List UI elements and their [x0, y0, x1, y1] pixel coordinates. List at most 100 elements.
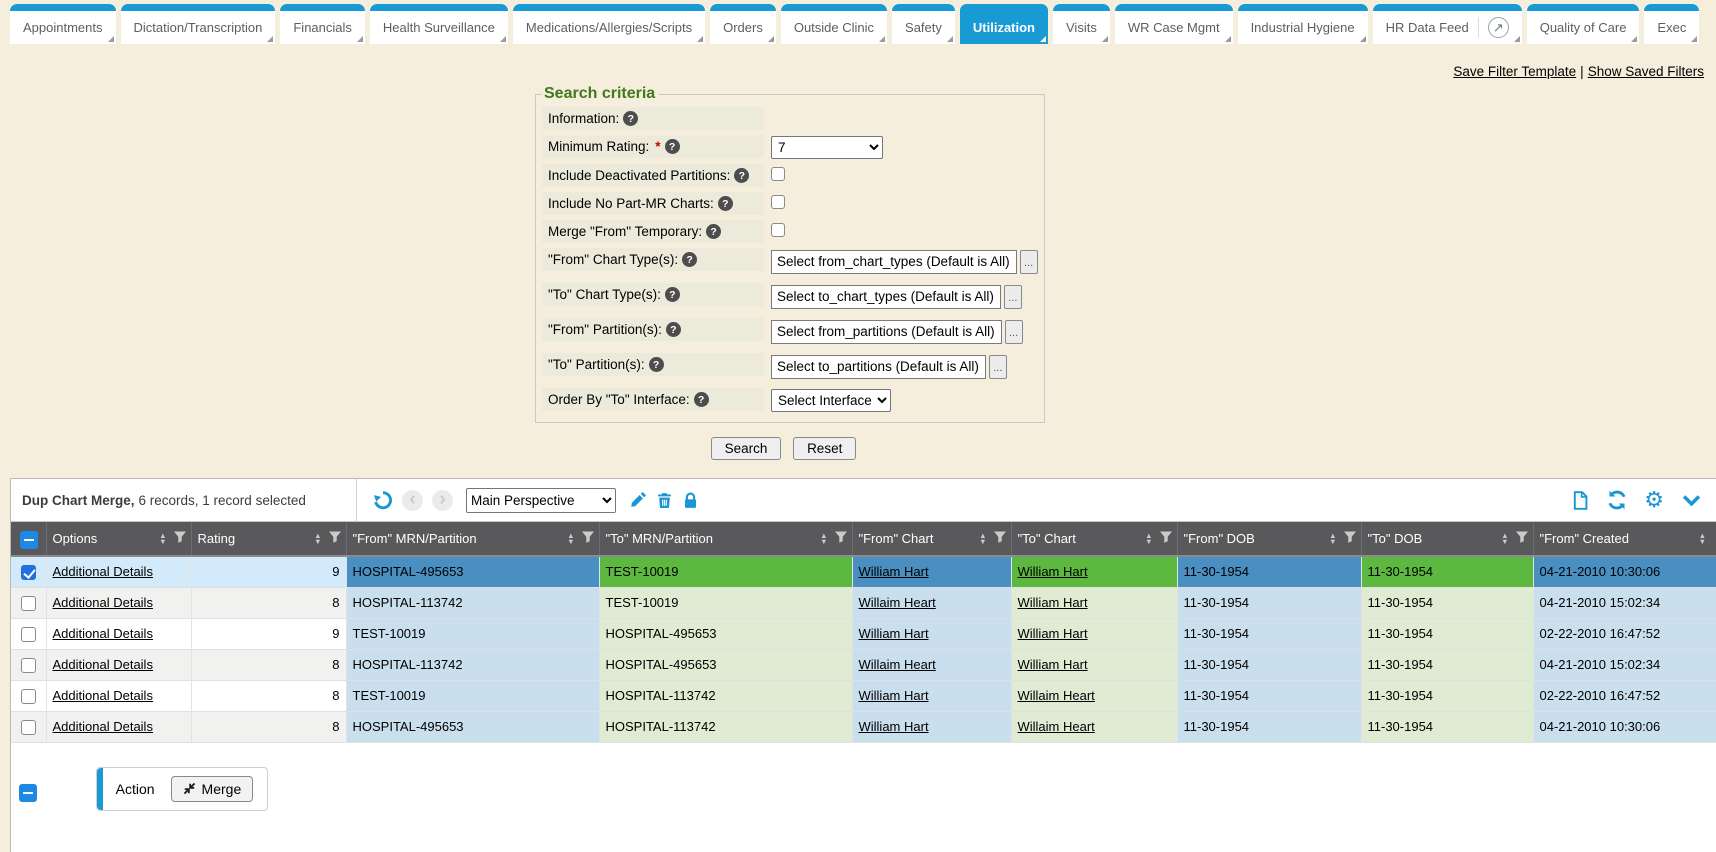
to_partitions-picker-value[interactable]: Select to_partitions (Default is All)	[771, 355, 986, 379]
order_by_to_interface-select[interactable]: Select Interface	[771, 389, 891, 412]
help-icon[interactable]: ?	[664, 139, 680, 154]
sort-icon[interactable]: ▲ ▼	[979, 530, 987, 546]
sort-icon[interactable]: ▲ ▼	[1501, 530, 1509, 546]
filter-funnel-icon[interactable]	[834, 531, 848, 547]
to_chart-link[interactable]: William Hart	[1017, 564, 1088, 580]
column-header-to_chart[interactable]: "To" Chart ▲ ▼	[1011, 522, 1178, 557]
tab-medications-allergies-scripts[interactable]: Medications/Allergies/Scripts	[512, 4, 706, 44]
sort-icon[interactable]: ▲ ▼	[567, 530, 575, 546]
filter-funnel-icon[interactable]	[1515, 531, 1529, 547]
from_partitions-picker-value[interactable]: Select from_partitions (Default is All)	[771, 320, 1002, 344]
filter-funnel-icon[interactable]	[1343, 531, 1357, 547]
column-header-from_mrn[interactable]: "From" MRN/Partition ▲ ▼	[346, 522, 600, 557]
tab-safety[interactable]: Safety	[892, 4, 955, 44]
additional-details-link[interactable]: Additional Details	[52, 688, 153, 703]
to_chart-link[interactable]: William Hart	[1017, 626, 1088, 641]
prev-page-icon[interactable]: ‹	[402, 489, 423, 511]
minimum_rating-select[interactable]: 7	[771, 136, 883, 159]
column-header-options[interactable]: Options ▲ ▼	[46, 522, 192, 557]
save-filter-template-link[interactable]: Save Filter Template	[1453, 64, 1577, 79]
to_chart-link[interactable]: Willaim Heart	[1017, 688, 1095, 703]
settings-gear-icon[interactable]: ⚙	[1644, 487, 1664, 512]
help-icon[interactable]: ?	[648, 357, 664, 372]
help-icon[interactable]: ?	[623, 111, 639, 126]
filter-funnel-icon[interactable]	[328, 531, 342, 547]
column-header-rating[interactable]: Rating ▲ ▼	[191, 522, 347, 557]
search-button[interactable]: Search	[710, 437, 782, 460]
additional-details-link[interactable]: Additional Details	[52, 595, 153, 610]
column-header-from_created[interactable]: "From" Created ▲ ▼	[1533, 522, 1716, 557]
tab-financials[interactable]: Financials	[280, 4, 365, 44]
to_chart-link[interactable]: Willaim Heart	[1017, 719, 1095, 734]
row-checkbox[interactable]	[20, 719, 36, 735]
filter-funnel-icon[interactable]	[581, 531, 595, 547]
to_chart_types-browse-button[interactable]: ...	[1003, 285, 1022, 309]
tab-hr-data-feed[interactable]: HR Data Feed ↗	[1372, 4, 1522, 44]
tab-outside-clinic[interactable]: Outside Clinic	[780, 4, 888, 44]
tab-dictation-transcription[interactable]: Dictation/Transcription	[120, 4, 276, 44]
help-icon[interactable]: ?	[665, 322, 681, 337]
from_chart-link[interactable]: William Hart	[858, 688, 929, 703]
from_partitions-browse-button[interactable]: ...	[1004, 320, 1023, 344]
lock-icon[interactable]	[682, 492, 699, 509]
from_chart-link[interactable]: William Hart	[858, 719, 929, 734]
collapse-chevron-icon[interactable]	[1681, 490, 1702, 511]
undo-icon[interactable]	[373, 490, 393, 510]
include_deactivated_partitions-checkbox[interactable]	[771, 167, 785, 181]
tab-wr-case-mgmt[interactable]: WR Case Mgmt	[1114, 4, 1233, 44]
tab-appointments[interactable]: Appointments	[10, 4, 116, 44]
sort-icon[interactable]: ▲ ▼	[820, 530, 828, 546]
to_partitions-browse-button[interactable]: ...	[988, 355, 1007, 379]
external-link-icon[interactable]: ↗	[1487, 17, 1509, 38]
new-document-icon[interactable]	[1571, 490, 1590, 510]
to_chart-link[interactable]: William Hart	[1017, 595, 1088, 610]
sort-icon[interactable]: ▲ ▼	[314, 530, 322, 546]
refresh-icon[interactable]	[1607, 490, 1627, 510]
row-checkbox[interactable]	[20, 595, 36, 611]
additional-details-link[interactable]: Additional Details	[52, 564, 153, 580]
filter-funnel-icon[interactable]	[173, 531, 187, 547]
edit-pencil-icon[interactable]	[629, 491, 647, 509]
to_chart-link[interactable]: William Hart	[1017, 657, 1088, 672]
tab-utilization[interactable]: Utilization	[959, 4, 1049, 44]
row-checkbox[interactable]	[20, 688, 36, 704]
include_no_part_mr_charts-checkbox[interactable]	[771, 195, 785, 209]
additional-details-link[interactable]: Additional Details	[52, 719, 153, 734]
help-icon[interactable]: ?	[682, 252, 698, 267]
row-checkbox[interactable]	[20, 626, 36, 642]
next-page-icon[interactable]: ›	[432, 489, 453, 511]
additional-details-link[interactable]: Additional Details	[52, 657, 153, 672]
collapse-selection-icon[interactable]	[19, 783, 37, 802]
help-icon[interactable]: ?	[717, 196, 733, 211]
from_chart_types-picker-value[interactable]: Select from_chart_types (Default is All)	[771, 250, 1017, 274]
perspective-select[interactable]: Main Perspective	[466, 487, 616, 513]
select-all-toggle[interactable]	[20, 530, 39, 549]
filter-funnel-icon[interactable]	[1159, 531, 1173, 547]
from_chart-link[interactable]: William Hart	[858, 626, 929, 641]
tab-exec[interactable]: Exec	[1644, 4, 1700, 44]
help-icon[interactable]: ?	[693, 392, 709, 407]
delete-trash-icon[interactable]	[656, 492, 673, 509]
sort-icon[interactable]: ▲ ▼	[159, 530, 167, 546]
column-header-from_chart[interactable]: "From" Chart ▲ ▼	[852, 522, 1012, 557]
from_chart-link[interactable]: Willaim Heart	[858, 657, 936, 672]
reset-button[interactable]: Reset	[793, 437, 857, 460]
row-checkbox[interactable]	[20, 657, 36, 673]
row-checkbox[interactable]	[20, 564, 36, 580]
show-saved-filters-link[interactable]: Show Saved Filters	[1587, 64, 1704, 79]
to_chart_types-picker-value[interactable]: Select to_chart_types (Default is All)	[771, 285, 1001, 309]
tab-orders[interactable]: Orders	[710, 4, 776, 44]
from_chart-link[interactable]: William Hart	[858, 564, 929, 580]
help-icon[interactable]: ?	[734, 168, 750, 183]
column-header-from_dob[interactable]: "From" DOB ▲ ▼	[1177, 522, 1362, 557]
from_chart-link[interactable]: Willaim Heart	[858, 595, 936, 610]
help-icon[interactable]: ?	[706, 224, 722, 239]
column-header-to_dob[interactable]: "To" DOB ▲ ▼	[1361, 522, 1534, 557]
sort-icon[interactable]: ▲ ▼	[1145, 530, 1153, 546]
sort-icon[interactable]: ▲ ▼	[1698, 530, 1706, 546]
sort-icon[interactable]: ▲ ▼	[1329, 530, 1337, 546]
additional-details-link[interactable]: Additional Details	[52, 626, 153, 641]
tab-visits[interactable]: Visits	[1053, 4, 1110, 44]
column-header-to_mrn[interactable]: "To" MRN/Partition ▲ ▼	[599, 522, 853, 557]
tab-health-surveillance[interactable]: Health Surveillance	[369, 4, 508, 44]
